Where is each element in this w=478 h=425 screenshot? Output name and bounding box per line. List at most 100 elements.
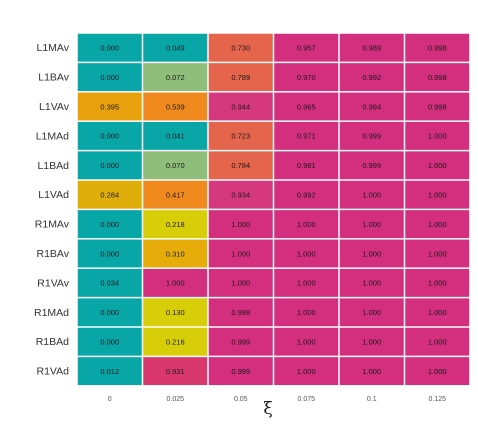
cell-value-label: 0.998 <box>428 73 447 82</box>
heatmap-cell <box>143 180 208 209</box>
heatmap-cell <box>77 327 142 356</box>
heatmap-cell <box>405 268 470 297</box>
heatmap-cell <box>77 92 142 121</box>
cell-value-label: 0.000 <box>100 132 119 141</box>
y-tick-label: R1MAv <box>35 219 70 231</box>
cell-value-label: 0.539 <box>166 102 185 111</box>
heatmap-cell <box>274 327 339 356</box>
heatmap-cell <box>339 327 404 356</box>
cell-value-label: 0.049 <box>166 44 185 53</box>
heatmap-cell <box>143 327 208 356</box>
cell-value-label: 1.000 <box>297 279 316 288</box>
cell-value-label: 0.999 <box>231 367 250 376</box>
cell-value-label: 0.981 <box>297 161 316 170</box>
cell-value-label: 1.000 <box>428 279 447 288</box>
cell-value-label: 0.000 <box>100 220 119 229</box>
cell-value-label: 0.395 <box>100 102 119 111</box>
heatmap-cell <box>405 210 470 239</box>
y-tick-label: L1BAv <box>38 72 69 84</box>
cell-value-label: 1.000 <box>428 367 447 376</box>
cell-value-label: 1.000 <box>231 249 250 258</box>
cell-value-label: 0.970 <box>297 73 316 82</box>
cell-value-label: 0.992 <box>297 191 316 200</box>
cell-value-label: 0.723 <box>231 132 250 141</box>
cell-value-label: 0.034 <box>100 279 119 288</box>
heatmap-cell <box>77 121 142 150</box>
heatmap-cell <box>143 268 208 297</box>
cell-value-label: 1.000 <box>297 249 316 258</box>
cell-value-label: 0.012 <box>100 367 119 376</box>
cell-value-label: 1.000 <box>362 367 381 376</box>
heatmap-cell <box>274 63 339 92</box>
heatmap-cell <box>274 298 339 327</box>
cell-value-label: 1.000 <box>297 220 316 229</box>
cell-value-label: 1.000 <box>362 308 381 317</box>
cell-value-label: 0.310 <box>166 249 185 258</box>
heatmap-cell <box>208 327 273 356</box>
heatmap-cell <box>77 33 142 62</box>
y-tick-label: R1MAd <box>34 307 69 319</box>
heatmap-cell <box>208 268 273 297</box>
heatmap-cell <box>405 357 470 386</box>
heatmap-cell <box>77 357 142 386</box>
heatmap-cell <box>143 239 208 268</box>
cell-value-label: 1.000 <box>362 338 381 347</box>
cell-value-label: 0.998 <box>428 102 447 111</box>
cell-value-label: 1.000 <box>362 191 381 200</box>
cell-value-label: 1.000 <box>231 220 250 229</box>
heatmap-cell <box>405 151 470 180</box>
cell-value-label: 1.000 <box>362 279 381 288</box>
y-tick-label: L1MAv <box>37 42 70 54</box>
heatmap-cell <box>405 92 470 121</box>
heatmap-cell <box>143 151 208 180</box>
cell-value-label: 0.041 <box>166 132 185 141</box>
heatmap-cell <box>208 63 273 92</box>
cell-value-label: 0.417 <box>166 191 185 200</box>
heatmap-cell <box>143 63 208 92</box>
heatmap-cell <box>77 298 142 327</box>
heatmap-cell <box>274 239 339 268</box>
heatmap-cell <box>339 210 404 239</box>
x-tick-label: 0.05 <box>234 396 248 403</box>
heatmap-cell <box>143 210 208 239</box>
heatmap-cell <box>339 33 404 62</box>
cell-value-label: 0.730 <box>231 44 250 53</box>
heatmap-cell <box>339 268 404 297</box>
cell-value-label: 1.000 <box>362 220 381 229</box>
cell-value-label: 0.998 <box>231 308 250 317</box>
cell-value-label: 0.000 <box>100 249 119 258</box>
heatmap-cell <box>274 92 339 121</box>
cell-value-label: 0.789 <box>231 73 250 82</box>
cell-value-label: 0.000 <box>100 44 119 53</box>
cell-value-label: 0.934 <box>231 191 250 200</box>
x-tick-label: 0 <box>108 396 112 403</box>
cell-value-label: 0.218 <box>166 220 185 229</box>
heatmap-cells: 0.000 0.049 0.730 0.957 0.989 0.998 0.000 0.072… <box>77 33 470 386</box>
x-axis-tick-labels: 0 0.025 0.05 0.075 0.1 0.125 <box>108 396 446 403</box>
heatmap-cell <box>405 33 470 62</box>
cell-value-label: 0.994 <box>362 102 381 111</box>
heatmap-cell <box>274 151 339 180</box>
cell-value-label: 1.000 <box>297 338 316 347</box>
cell-value-label: 0.965 <box>297 102 316 111</box>
heatmap-cell <box>405 121 470 150</box>
heatmap-cell <box>405 63 470 92</box>
cell-value-label: 1.000 <box>428 249 447 258</box>
cell-value-label: 1.000 <box>428 161 447 170</box>
heatmap-cell <box>405 298 470 327</box>
heatmap-cell <box>274 121 339 150</box>
y-tick-label: L1VAd <box>38 189 69 201</box>
cell-value-label: 0.931 <box>166 367 185 376</box>
cell-value-label: 0.944 <box>231 102 250 111</box>
cell-value-label: 0.784 <box>231 161 250 170</box>
heatmap-cell <box>405 327 470 356</box>
heatmap-cell <box>77 268 142 297</box>
y-tick-label: R1VAd <box>37 366 70 378</box>
cell-value-label: 1.000 <box>428 220 447 229</box>
cell-value-label: 0.130 <box>166 308 185 317</box>
cell-value-label: 1.000 <box>297 367 316 376</box>
heatmap-cell <box>274 180 339 209</box>
heatmap-cell <box>143 121 208 150</box>
heatmap-cell <box>274 33 339 62</box>
